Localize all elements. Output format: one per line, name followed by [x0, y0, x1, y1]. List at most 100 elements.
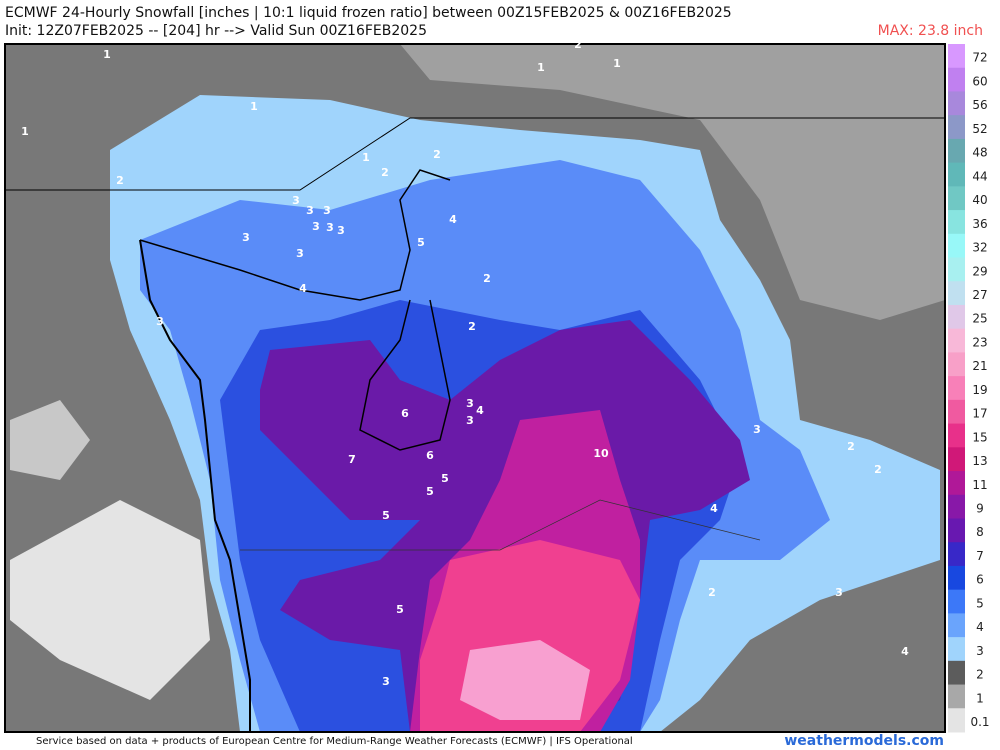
legend-label: 29 — [972, 264, 987, 278]
legend-swatch — [948, 162, 965, 187]
contour-label: 4 — [449, 213, 457, 226]
sound-coast — [359, 299, 451, 451]
legend-swatch — [948, 210, 965, 235]
gray-area — [10, 400, 90, 480]
legend-swatch — [948, 91, 965, 116]
contour-label: 1 — [21, 125, 29, 138]
legend-label: 5 — [976, 596, 984, 610]
legend-swatch — [948, 613, 965, 638]
contour-label: 5 — [382, 509, 390, 522]
legend-swatch — [948, 233, 965, 259]
contour-label: 2 — [381, 166, 389, 179]
site: weathermodels.com — [784, 733, 944, 749]
legend-label: 44 — [972, 169, 987, 183]
legend-label: 36 — [972, 217, 987, 231]
legend-label: 60 — [972, 74, 987, 88]
contour-label: 2 — [116, 174, 124, 187]
contour-label: 4 — [299, 282, 307, 295]
legend-label: 40 — [972, 193, 987, 207]
contour-label: 7 — [348, 453, 356, 466]
white-area — [10, 500, 210, 700]
legend-label: 13 — [972, 454, 987, 468]
contour-label: 4 — [901, 645, 909, 658]
title: ECMWF 24-Hourly Snowfall [inches | 10:1 … — [5, 5, 732, 21]
contour-label: 2 — [574, 38, 582, 51]
contour-label: 1 — [250, 100, 258, 113]
contour-label: 2 — [468, 320, 476, 333]
legend-swatch — [948, 328, 965, 353]
contour-label: 2 — [483, 272, 491, 285]
legend-swatch — [948, 684, 965, 709]
legend-swatch — [948, 186, 965, 211]
legend-swatch — [948, 44, 965, 69]
legend-swatch — [948, 376, 965, 401]
legend-label: 1 — [976, 691, 984, 705]
legend-label: 7 — [976, 549, 984, 563]
border — [5, 117, 945, 191]
contour-label: 2 — [874, 463, 882, 476]
legend-label: 9 — [976, 501, 984, 515]
legend-swatch — [948, 281, 965, 306]
contour-label: 4 — [476, 404, 484, 417]
contour-label: 5 — [396, 603, 404, 616]
legend-swatch — [948, 257, 965, 282]
contour-label: 2 — [847, 440, 855, 453]
legend-label: 32 — [972, 241, 987, 255]
contour-label: 5 — [441, 472, 449, 485]
legend-swatch — [948, 637, 965, 662]
legend-label: 56 — [972, 98, 987, 112]
legend-swatch — [948, 542, 965, 567]
legend-label: 23 — [972, 335, 987, 349]
contour-label: 3 — [326, 221, 334, 234]
legend-label: 48 — [972, 146, 987, 160]
contour-label: 3 — [835, 586, 843, 599]
legend-swatch — [948, 660, 965, 686]
contour-label: 2 — [433, 148, 441, 161]
contour-label: 3 — [466, 397, 474, 410]
contour-label: 5 — [426, 485, 434, 498]
max-label: MAX: 23.8 inch — [878, 23, 983, 39]
legend-label: 8 — [976, 525, 984, 539]
contour-label: 3 — [306, 204, 314, 217]
legend-label: 6 — [976, 573, 984, 587]
legend-label: 3 — [976, 644, 984, 658]
contour-label: 3 — [312, 220, 320, 233]
legend-swatch — [948, 352, 965, 377]
strait-coast — [139, 169, 451, 301]
contour-label: 1 — [103, 48, 111, 61]
legend-swatch — [948, 67, 965, 92]
legend-label: 72 — [972, 51, 987, 65]
contour-label: 6 — [426, 449, 434, 462]
legend-swatch — [948, 494, 965, 519]
contour-label: 3 — [296, 247, 304, 260]
legend-label: 19 — [972, 383, 987, 397]
legend-swatch — [948, 447, 965, 472]
contour-label: 6 — [401, 407, 409, 420]
legend-swatch — [948, 115, 965, 140]
legend-label: 11 — [972, 478, 987, 492]
contour-label: 1 — [613, 57, 621, 70]
legend-swatch — [948, 518, 965, 543]
contour-label: 3 — [337, 224, 345, 237]
legend-label: 25 — [972, 312, 987, 326]
credit: Service based on data + products of Euro… — [36, 736, 633, 747]
legend-label: 4 — [976, 620, 984, 634]
coastline — [139, 239, 251, 732]
contour-label: 3 — [382, 675, 390, 688]
contour-label: 3 — [292, 194, 300, 207]
contour-label: 1 — [537, 61, 545, 74]
contour-label: 3 — [156, 315, 164, 328]
contour-label: 2 — [708, 586, 716, 599]
legend-label: 17 — [972, 407, 987, 421]
legend-swatch — [948, 304, 965, 330]
legend-swatch — [948, 423, 965, 448]
contour-label: 4 — [710, 502, 718, 515]
contour-label: 5 — [417, 236, 425, 249]
legend-swatch — [948, 399, 965, 425]
contour-label: 3 — [242, 231, 250, 244]
legend-swatch — [948, 589, 965, 614]
legend-swatch — [948, 565, 965, 591]
legend-swatch — [948, 708, 965, 733]
light-gray — [400, 44, 945, 320]
